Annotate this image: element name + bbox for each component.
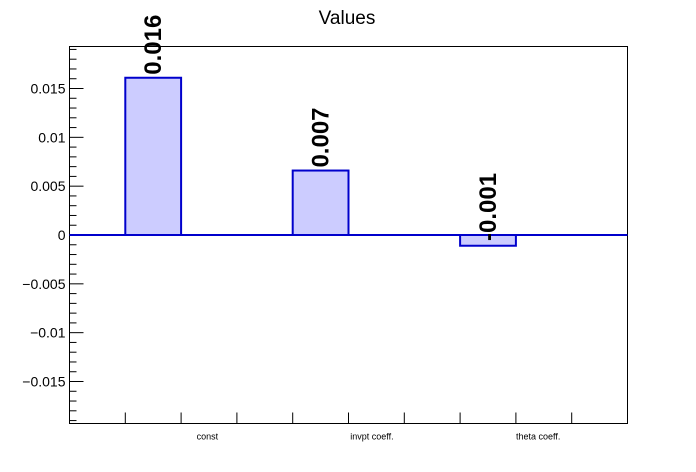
x-axis: const invpt coeff. theta coeff. (124, 412, 573, 442)
y-axis: −0.015 −0.01 −0.005 0 0.005 0.01 0.015 (22, 48, 84, 422)
data-labels: 0.016 0.007 -0.001 (140, 15, 502, 241)
y-tick-label: −0.01 (30, 325, 66, 341)
x-category-label: invpt coeff. (350, 432, 393, 442)
y-tick-label: 0.015 (30, 80, 65, 96)
y-tick-label: −0.015 (22, 374, 65, 390)
y-tick-label: −0.005 (22, 276, 65, 292)
x-category-label: theta coeff. (516, 432, 560, 442)
bar-value-label: 0.007 (308, 107, 335, 167)
y-tick-label: 0.005 (30, 178, 65, 194)
chart-title: Values (319, 8, 376, 29)
y-tick-label: 0 (58, 227, 66, 243)
y-tick-label: 0.01 (38, 129, 65, 145)
bar-series (69, 76, 628, 247)
bar (124, 76, 183, 236)
x-category-label: const (197, 432, 219, 442)
bar (291, 169, 350, 237)
bar-value-label: 0.016 (140, 15, 167, 75)
bar-value-label: -0.001 (475, 173, 502, 241)
